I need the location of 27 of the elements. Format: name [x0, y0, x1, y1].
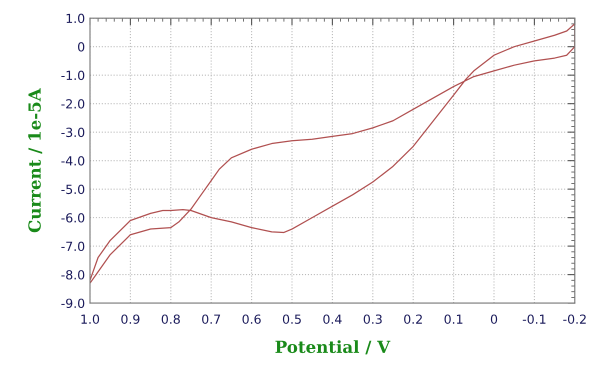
y-tick-label: -5.0 — [61, 184, 84, 194]
y-tick-label: -2.0 — [61, 99, 84, 109]
y-tick-label: 1.0 — [66, 14, 84, 24]
y-tick-label: -1.0 — [61, 70, 84, 80]
x-axis-title: Potential / V — [275, 340, 390, 354]
y-tick-label: -8.0 — [61, 270, 84, 280]
x-tick-label: 0.7 — [202, 314, 220, 324]
x-tick-label: 0.5 — [282, 314, 301, 324]
y-axis-title: Current / 1e-5A — [28, 88, 42, 232]
x-tick-label: -0.1 — [522, 314, 546, 324]
x-tick-label: 0.6 — [242, 314, 261, 324]
y-tick-label: -3.0 — [61, 128, 84, 138]
x-tick-label: -0.2 — [563, 314, 586, 324]
line-series — [90, 23, 575, 284]
x-tick-label: 0.2 — [404, 314, 422, 324]
x-tick-label: 0.8 — [162, 314, 180, 324]
y-tick-label: -6.0 — [61, 213, 84, 223]
y-tick-label: -7.0 — [61, 242, 84, 252]
x-tick-label: 1.0 — [81, 314, 100, 324]
x-tick-label: 0.4 — [323, 314, 342, 324]
x-tick-label: 0 — [490, 314, 498, 324]
y-tick-label: -9.0 — [61, 298, 84, 308]
y-tick-label: -4.0 — [61, 156, 84, 166]
y-tick-label: 0 — [78, 42, 84, 52]
x-tick-label: 0.1 — [444, 314, 462, 324]
x-tick-label: 0.3 — [364, 314, 382, 324]
x-tick-label: 0.9 — [121, 314, 140, 324]
